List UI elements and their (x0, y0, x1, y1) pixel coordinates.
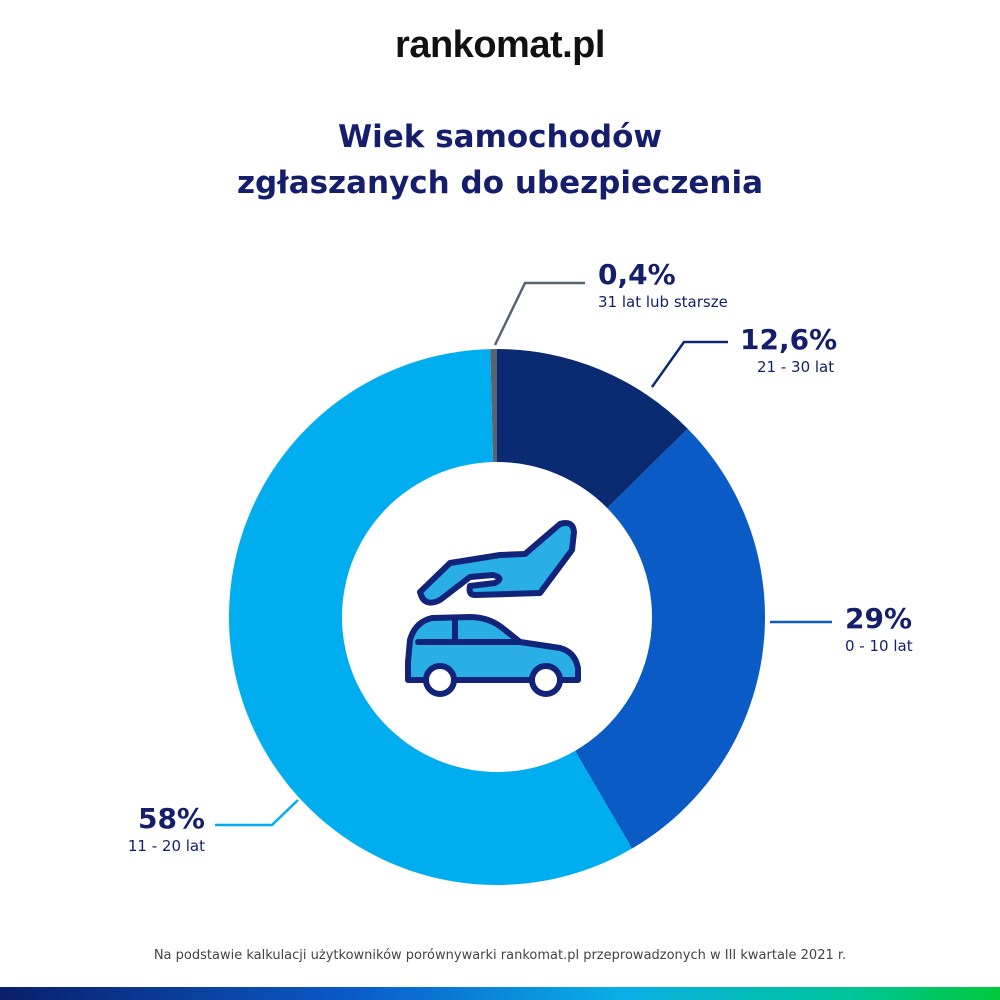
slice-0 (497, 349, 688, 509)
label-21-30: 12,6% 21 - 30 lat (740, 323, 837, 376)
leader-line-3 (215, 799, 299, 827)
slice-2 (228, 349, 632, 886)
chart-title: Wiek samochodów zgłaszanych do ubezpiecz… (0, 114, 1000, 206)
slice-1 (575, 428, 765, 849)
brand-gradient-bar (0, 987, 1000, 1000)
label-11-20: 58% 11 - 20 lat (113, 802, 205, 855)
label-0-10: 29% 0 - 10 lat (845, 602, 913, 655)
title-line-2: zgłaszanych do ubezpieczenia (236, 165, 764, 201)
label-31-plus: 0,4% 31 lat lub starsze (598, 258, 728, 311)
value-label: 12,6% (740, 323, 838, 356)
title-line-1: Wiek samochodów (337, 119, 663, 155)
leader-line-0 (493, 281, 585, 346)
value-label: 58% (137, 802, 205, 835)
category-label: 31 lat lub starsze (598, 293, 728, 311)
category-label: 21 - 30 lat (757, 358, 835, 376)
hand-over-car-icon (405, 520, 581, 697)
leader-line-1 (650, 340, 728, 388)
category-label: 0 - 10 lat (845, 637, 913, 655)
footnote: Na podstawie kalkulacji użytkowników por… (153, 948, 847, 963)
value-label: 29% (845, 602, 913, 635)
slice-3 (490, 349, 497, 463)
category-label: 11 - 20 lat (127, 837, 205, 855)
logo-text: rankomat.pl (395, 24, 605, 66)
value-label: 0,4% (598, 258, 676, 291)
rankomat-logo: rankomat.pl (0, 24, 1000, 67)
